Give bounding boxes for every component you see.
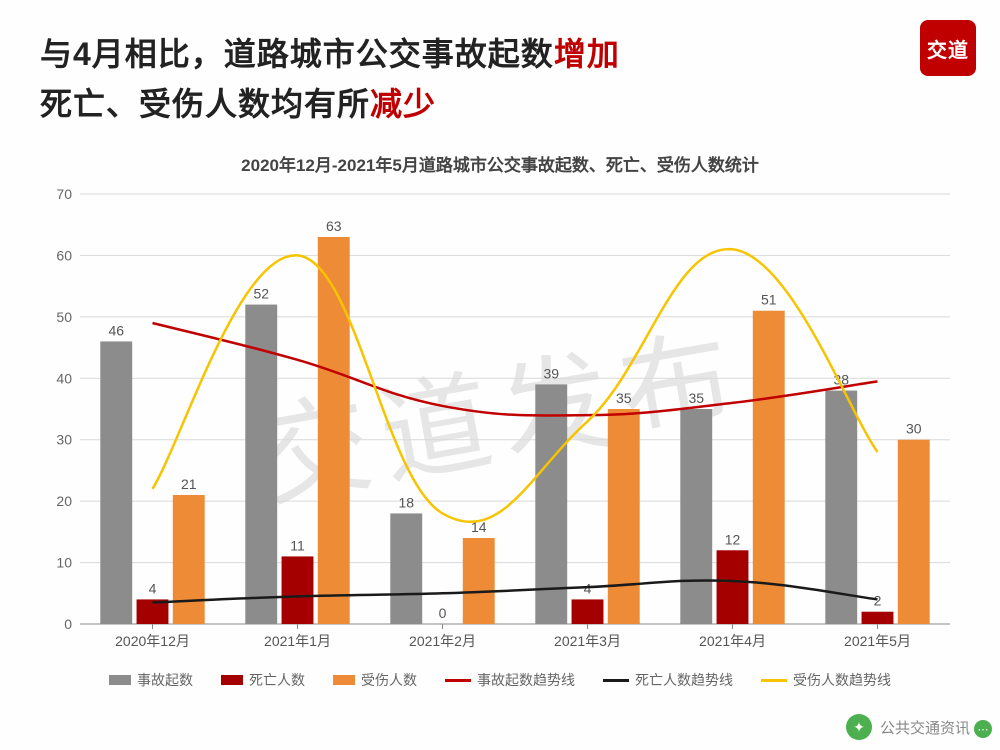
legend-item: 死亡人数趋势线	[603, 670, 733, 690]
svg-text:21: 21	[181, 476, 197, 492]
footer-text: 公共交通资讯	[880, 717, 970, 738]
svg-text:18: 18	[398, 495, 414, 511]
svg-text:10: 10	[56, 555, 72, 571]
legend-swatch-line	[603, 679, 629, 682]
legend: 事故起数 死亡人数 受伤人数 事故起数趋势线 死亡人数趋势线 受伤人数趋势线	[0, 670, 1000, 690]
svg-text:2021年5月: 2021年5月	[844, 633, 911, 649]
legend-label: 事故起数	[137, 670, 193, 690]
svg-text:20: 20	[56, 493, 72, 509]
chart-subtitle: 2020年12月-2021年5月道路城市公交事故起数、死亡、受伤人数统计	[0, 151, 1000, 176]
legend-swatch-bar	[333, 675, 355, 685]
legend-item: 受伤人数	[333, 670, 417, 690]
legend-label: 受伤人数	[361, 670, 417, 690]
svg-text:60: 60	[56, 248, 72, 264]
svg-text:70: 70	[56, 186, 72, 202]
title2-hl: 减少	[370, 86, 436, 122]
title2-pre: 死亡、受伤人数均有所	[40, 86, 370, 122]
svg-text:0: 0	[64, 616, 72, 632]
svg-text:40: 40	[56, 370, 72, 386]
svg-text:30: 30	[56, 432, 72, 448]
svg-text:30: 30	[906, 421, 922, 437]
svg-text:2020年12月: 2020年12月	[115, 633, 190, 649]
svg-text:51: 51	[761, 292, 777, 308]
svg-text:2021年3月: 2021年3月	[554, 633, 621, 649]
svg-text:39: 39	[543, 366, 559, 382]
svg-text:50: 50	[56, 309, 72, 325]
svg-text:4: 4	[149, 581, 157, 597]
svg-text:46: 46	[108, 323, 124, 339]
legend-swatch-bar	[109, 675, 131, 685]
legend-label: 受伤人数趋势线	[793, 670, 891, 690]
svg-text:35: 35	[616, 390, 632, 406]
legend-swatch-line	[761, 679, 787, 682]
svg-text:35: 35	[688, 390, 704, 406]
legend-item: 受伤人数趋势线	[761, 670, 891, 690]
svg-text:12: 12	[725, 531, 741, 547]
svg-text:2: 2	[874, 593, 882, 609]
footer-source: ✦ 公共交通资讯	[846, 714, 970, 740]
svg-text:0: 0	[439, 605, 447, 621]
title1-hl: 增加	[554, 36, 620, 72]
legend-label: 死亡人数趋势线	[635, 670, 733, 690]
svg-text:2021年2月: 2021年2月	[409, 633, 476, 649]
legend-item: 事故起数	[109, 670, 193, 690]
svg-text:63: 63	[326, 218, 342, 234]
legend-label: 死亡人数	[249, 670, 305, 690]
svg-text:11: 11	[290, 538, 305, 554]
chart-svg: 0102030405060702020年12月2021年1月2021年2月202…	[40, 184, 960, 664]
logo-text: 交道	[927, 34, 969, 63]
title1-pre: 与4月相比，道路城市公交事故起数	[40, 36, 554, 72]
header-block: 交道 与4月相比，道路城市公交事故起数增加 死亡、受伤人数均有所减少	[0, 0, 1000, 139]
legend-item: 死亡人数	[221, 670, 305, 690]
title-line-2: 死亡、受伤人数均有所减少	[40, 80, 960, 130]
legend-item: 事故起数趋势线	[445, 670, 575, 690]
svg-text:2021年1月: 2021年1月	[264, 633, 331, 649]
share-icon: ⋯	[974, 720, 992, 738]
svg-text:52: 52	[253, 286, 269, 302]
legend-swatch-line	[445, 679, 471, 682]
legend-swatch-bar	[221, 675, 243, 685]
svg-text:2021年4月: 2021年4月	[699, 633, 766, 649]
chart-container: 交道发布 0102030405060702020年12月2021年1月2021年…	[40, 184, 960, 664]
legend-label: 事故起数趋势线	[477, 670, 575, 690]
title-line-1: 与4月相比，道路城市公交事故起数增加	[40, 30, 960, 80]
logo-badge: 交道	[920, 20, 976, 76]
wechat-icon: ✦	[846, 714, 872, 740]
